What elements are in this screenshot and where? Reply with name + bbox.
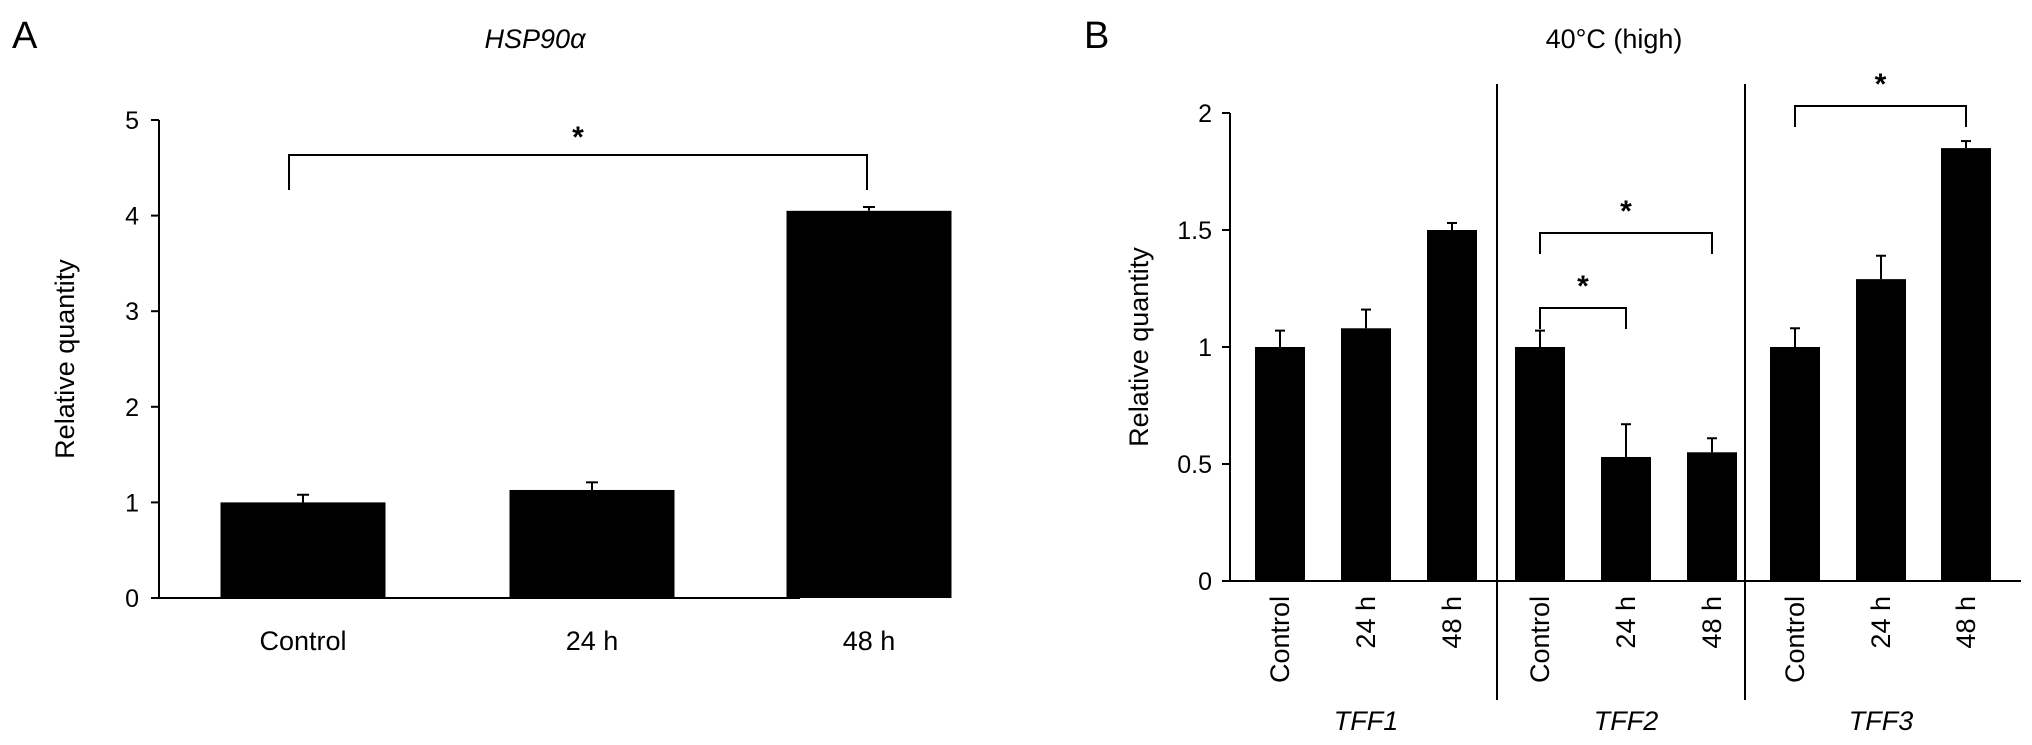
y-axis-label: Relative quantity <box>1124 247 1154 447</box>
bar <box>1856 279 1906 581</box>
y-tick-label: 4 <box>125 203 139 231</box>
x-tick-label: 24 h <box>566 626 619 656</box>
bar <box>509 489 675 598</box>
y-tick-label: 1 <box>125 489 139 517</box>
bar <box>1770 347 1820 581</box>
bar <box>1341 328 1391 581</box>
x-tick-label: Control <box>1525 596 1555 683</box>
bar <box>1601 456 1651 581</box>
group-label: TFF1 <box>1334 706 1399 736</box>
y-tick-label: 0 <box>125 585 139 613</box>
x-tick-label: 48 h <box>1437 596 1467 649</box>
x-tick-label: 24 h <box>1351 596 1381 649</box>
x-tick-label: 24 h <box>1866 596 1896 649</box>
panel-a-chart: 0 1 2 3 4 5 Relative quantity Control 24 h 48 h * <box>50 107 952 656</box>
y-tick-label: 5 <box>125 107 139 135</box>
x-tick-label: Control <box>1780 596 1810 683</box>
significance-star: * <box>1577 270 1589 303</box>
panel-b-title: 40°C (high) <box>1546 24 1683 54</box>
panel-a-letter: A <box>12 15 38 57</box>
x-tick-label: 48 h <box>1951 596 1981 649</box>
y-tick-label: 3 <box>125 298 139 326</box>
significance-bracket <box>1539 232 1713 254</box>
x-tick-label: 48 h <box>1697 596 1727 649</box>
significance-bracket <box>1794 105 1967 127</box>
x-tick-label: 48 h <box>843 626 896 656</box>
x-tick-label: Control <box>259 626 346 656</box>
panel-b-chart: 0 0.5 1 1.5 2 Relative quantity Control 24 h 48 … <box>1124 68 2021 736</box>
y-tick-label: 1 <box>1198 334 1212 362</box>
x-tick-label: Control <box>1265 596 1295 683</box>
y-tick-label: 2 <box>125 394 139 422</box>
x-tick-label: 24 h <box>1611 596 1641 649</box>
panel-a-title: HSP90α <box>485 24 588 54</box>
significance-bracket <box>288 154 868 190</box>
bar <box>1427 230 1477 581</box>
y-axis-label: Relative quantity <box>50 259 80 459</box>
panel-b-letter: B <box>1084 15 1109 57</box>
y-tick-label: 0.5 <box>1177 451 1212 479</box>
bar <box>1255 347 1305 581</box>
group-label: TFF3 <box>1849 706 1914 736</box>
bar <box>786 210 952 598</box>
y-tick-label: 0 <box>1198 568 1212 596</box>
significance-star: * <box>1875 68 1887 101</box>
significance-star: * <box>572 121 584 154</box>
bar <box>1687 452 1737 581</box>
y-tick-label: 1.5 <box>1177 217 1212 245</box>
significance-star: * <box>1620 195 1632 228</box>
y-tick-label: 2 <box>1198 100 1212 128</box>
group-label: TFF2 <box>1594 706 1659 736</box>
bar <box>220 502 386 598</box>
bar <box>1515 347 1565 581</box>
bar <box>1941 148 1991 581</box>
significance-bracket <box>1539 307 1627 329</box>
